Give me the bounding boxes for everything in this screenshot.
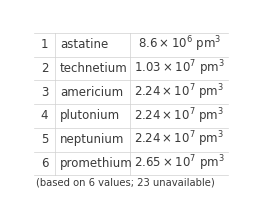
Text: $2.24\times10^{7}\ \mathrm{pm}^3$: $2.24\times10^{7}\ \mathrm{pm}^3$ xyxy=(134,106,224,126)
Text: technetium: technetium xyxy=(60,62,127,75)
Text: 5: 5 xyxy=(41,133,48,146)
Text: 1: 1 xyxy=(41,38,48,51)
Text: $2.24\times10^{7}\ \mathrm{pm}^3$: $2.24\times10^{7}\ \mathrm{pm}^3$ xyxy=(134,82,224,102)
Text: astatine: astatine xyxy=(60,38,108,51)
Text: 4: 4 xyxy=(41,109,48,122)
Text: $1.03\times10^{7}\ \mathrm{pm}^3$: $1.03\times10^{7}\ \mathrm{pm}^3$ xyxy=(134,59,225,78)
Text: 6: 6 xyxy=(41,157,48,170)
Text: 3: 3 xyxy=(41,86,48,99)
Text: $2.65\times10^{7}\ \mathrm{pm}^3$: $2.65\times10^{7}\ \mathrm{pm}^3$ xyxy=(134,154,225,173)
Text: americium: americium xyxy=(60,86,123,99)
Text: (based on 6 values; 23 unavailable): (based on 6 values; 23 unavailable) xyxy=(36,178,215,188)
Text: $2.24\times10^{7}\ \mathrm{pm}^3$: $2.24\times10^{7}\ \mathrm{pm}^3$ xyxy=(134,130,224,149)
Text: $8.6\times10^{6}\ \mathrm{pm}^3$: $8.6\times10^{6}\ \mathrm{pm}^3$ xyxy=(138,35,221,54)
Text: neptunium: neptunium xyxy=(60,133,124,146)
Text: plutonium: plutonium xyxy=(60,109,120,122)
Text: promethium: promethium xyxy=(60,157,133,170)
Text: 2: 2 xyxy=(41,62,48,75)
